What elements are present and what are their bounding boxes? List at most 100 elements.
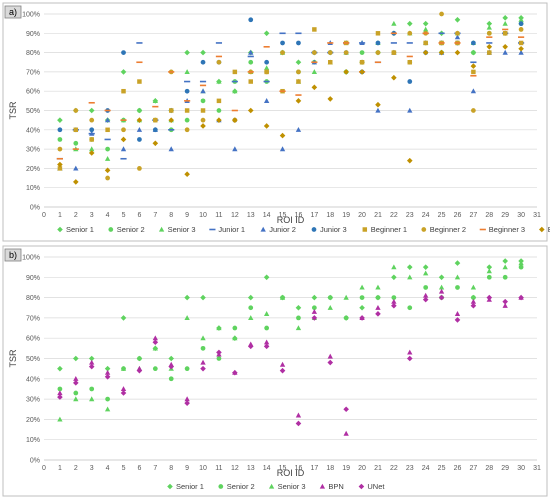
data-point bbox=[105, 175, 110, 181]
data-point bbox=[199, 84, 207, 87]
data-point bbox=[471, 69, 476, 75]
legend-marker bbox=[362, 227, 368, 232]
data-point bbox=[486, 294, 493, 301]
data-point bbox=[200, 335, 206, 341]
x-tick-label: 12 bbox=[231, 212, 239, 219]
legend-marker bbox=[421, 227, 427, 232]
data-point bbox=[455, 30, 460, 36]
x-tick-label: 25 bbox=[438, 212, 446, 219]
data-point bbox=[168, 355, 175, 362]
x-tick-label: 28 bbox=[485, 212, 493, 219]
data-point bbox=[232, 335, 238, 341]
y-axis-title: TSR bbox=[8, 349, 18, 368]
data-point bbox=[390, 32, 397, 35]
data-point bbox=[502, 302, 508, 308]
data-point bbox=[104, 155, 111, 161]
data-point bbox=[295, 59, 302, 66]
data-point bbox=[407, 30, 413, 36]
data-point bbox=[184, 49, 190, 56]
data-point bbox=[120, 119, 127, 121]
data-point bbox=[327, 42, 334, 44]
data-point bbox=[216, 59, 222, 65]
data-point bbox=[280, 50, 285, 55]
x-tick-label: 27 bbox=[469, 212, 477, 219]
data-point bbox=[105, 396, 110, 402]
data-point bbox=[486, 44, 493, 50]
data-point bbox=[200, 88, 206, 94]
data-point bbox=[88, 150, 95, 156]
data-point bbox=[406, 42, 413, 44]
legend-item: Junior 2 bbox=[260, 225, 296, 234]
data-point bbox=[391, 50, 397, 55]
data-point bbox=[73, 140, 79, 146]
panel-tag-box bbox=[4, 248, 22, 262]
data-point bbox=[438, 288, 445, 294]
data-point bbox=[518, 40, 524, 46]
legend-label: UNet bbox=[367, 482, 385, 491]
x-axis-title: ROI ID bbox=[277, 468, 305, 478]
x-tick-label: 13 bbox=[247, 465, 255, 472]
data-point bbox=[184, 108, 190, 113]
data-point bbox=[295, 32, 302, 35]
data-point bbox=[470, 63, 477, 69]
legend-item: Senior 2 bbox=[108, 225, 145, 234]
data-point bbox=[120, 136, 127, 143]
data-point bbox=[327, 295, 333, 300]
data-point bbox=[263, 80, 270, 83]
data-point bbox=[422, 20, 429, 27]
x-tick-label: 19 bbox=[342, 465, 350, 472]
data-point bbox=[57, 161, 63, 168]
data-point bbox=[264, 69, 270, 75]
y-tick-label: 0% bbox=[30, 205, 40, 212]
data-point bbox=[184, 127, 190, 133]
data-point bbox=[57, 365, 63, 372]
data-point bbox=[359, 59, 365, 65]
x-tick-label: 19 bbox=[342, 212, 350, 219]
legend-label: Beginner 3 bbox=[489, 225, 525, 234]
data-point bbox=[248, 17, 254, 23]
data-point bbox=[263, 339, 270, 345]
data-point bbox=[57, 146, 63, 152]
series-beginner-3 bbox=[56, 28, 525, 160]
data-point bbox=[502, 274, 508, 280]
data-point bbox=[120, 146, 127, 152]
legend-item: Junior 1 bbox=[209, 225, 245, 234]
data-point bbox=[89, 127, 95, 133]
series-unet bbox=[57, 294, 524, 427]
data-point bbox=[502, 15, 508, 21]
data-point bbox=[518, 16, 524, 22]
data-point bbox=[247, 343, 254, 350]
data-point bbox=[89, 130, 95, 136]
data-point bbox=[486, 36, 493, 38]
data-point bbox=[104, 117, 111, 123]
data-point bbox=[248, 79, 253, 84]
data-point bbox=[343, 315, 349, 321]
data-point bbox=[215, 55, 223, 58]
data-point bbox=[263, 30, 270, 37]
data-point bbox=[391, 295, 397, 300]
data-point bbox=[263, 123, 270, 129]
data-point bbox=[184, 117, 190, 123]
legend-item: Junior 3 bbox=[311, 225, 347, 234]
y-tick-label: 30% bbox=[26, 147, 40, 154]
x-tick-label: 9 bbox=[185, 465, 189, 472]
legend-marker bbox=[539, 226, 545, 233]
data-point bbox=[152, 98, 158, 103]
data-point bbox=[200, 98, 206, 104]
data-point bbox=[200, 345, 206, 351]
data-point bbox=[295, 127, 302, 132]
series-bpn bbox=[57, 288, 524, 436]
data-point bbox=[279, 294, 286, 300]
data-point bbox=[184, 366, 190, 372]
y-tick-label: 70% bbox=[26, 315, 40, 322]
data-point bbox=[422, 264, 429, 270]
y-tick-label: 60% bbox=[26, 336, 40, 343]
data-point bbox=[215, 42, 223, 44]
x-tick-label: 24 bbox=[422, 212, 430, 219]
data-point bbox=[263, 274, 270, 281]
data-point bbox=[184, 100, 191, 102]
data-point bbox=[422, 32, 429, 35]
data-point bbox=[200, 359, 206, 365]
data-point bbox=[296, 315, 301, 321]
data-point bbox=[311, 315, 318, 321]
